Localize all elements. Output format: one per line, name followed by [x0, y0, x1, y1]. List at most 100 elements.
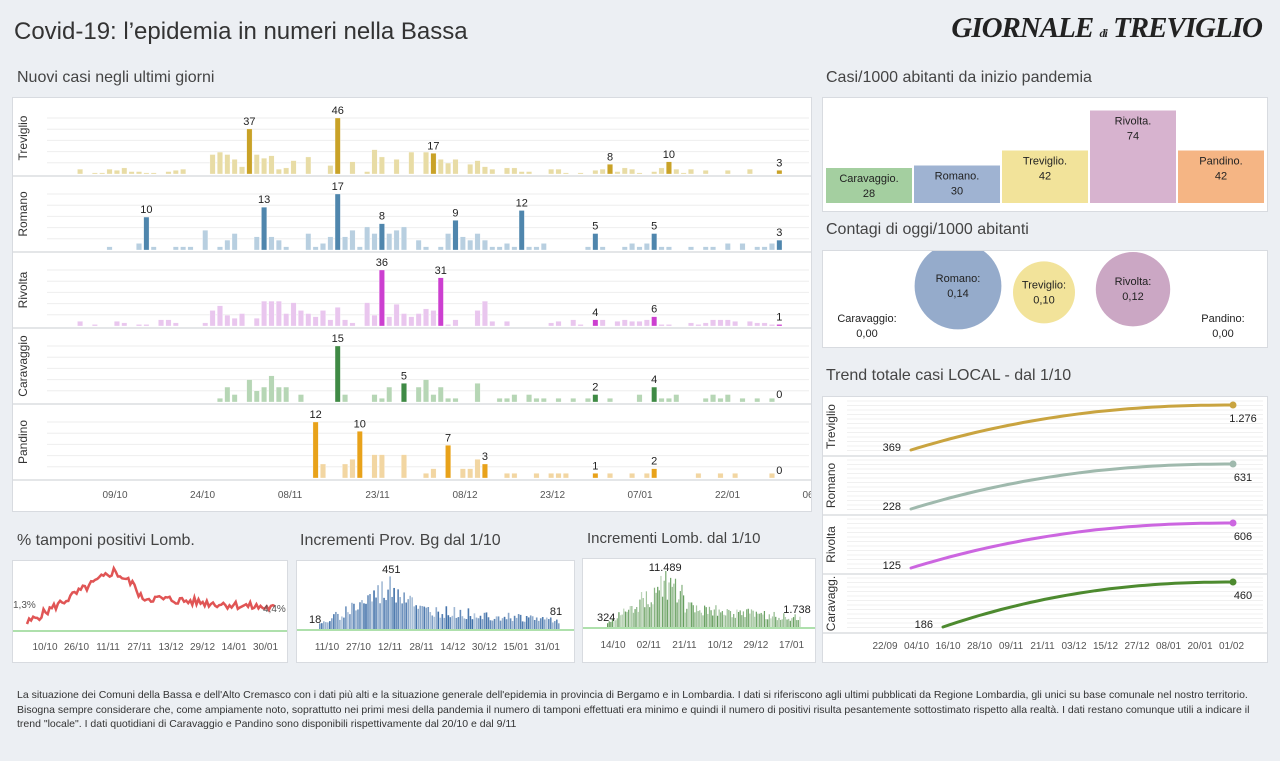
bar	[660, 575, 662, 627]
series-end-point	[1229, 519, 1237, 527]
bar	[776, 324, 783, 327]
bar	[695, 473, 702, 479]
bar	[495, 616, 498, 629]
bar	[752, 610, 754, 627]
bar	[767, 619, 769, 627]
bar	[775, 616, 777, 627]
bar	[794, 614, 796, 627]
lomb-chart: 324 11.489 1.738 14/10 02/11 21/11 10/12 29/12 1…	[582, 558, 816, 663]
bar	[136, 171, 142, 175]
bar	[721, 610, 723, 627]
bar	[415, 239, 422, 251]
bar	[180, 168, 186, 175]
x-tick-label: 08/01	[1156, 641, 1181, 652]
bar	[760, 612, 762, 627]
bar	[493, 618, 496, 629]
value-label: 0,00	[856, 328, 877, 340]
first-value-label: 1,3%	[13, 600, 36, 611]
bar	[474, 383, 481, 403]
bar	[364, 171, 370, 175]
bar	[202, 230, 209, 251]
bar	[172, 246, 179, 251]
bar	[377, 585, 379, 629]
bar	[710, 394, 716, 403]
peak-value-label: 11.489	[649, 562, 682, 574]
bar	[477, 618, 480, 629]
bar	[671, 586, 673, 627]
bar	[276, 386, 282, 403]
bar	[518, 171, 525, 175]
bar	[433, 616, 436, 629]
bar	[691, 602, 693, 627]
bar	[599, 168, 606, 175]
x-tick-label: 13/12	[158, 642, 183, 653]
bar	[431, 615, 434, 629]
bar	[231, 318, 238, 327]
bar	[737, 611, 740, 627]
data-label: 12	[516, 197, 528, 209]
x-tick-label: 11/10	[315, 642, 340, 653]
bar	[305, 233, 312, 251]
bar	[702, 615, 704, 627]
bar	[361, 600, 363, 629]
bar	[329, 621, 331, 629]
x-tick-label: 10/12	[708, 640, 733, 651]
bar	[349, 161, 356, 175]
bar	[371, 314, 378, 327]
category-label: Caravaggio:	[837, 313, 896, 325]
bar	[710, 246, 716, 251]
x-tick-label: 20/01	[1187, 641, 1212, 652]
bar	[283, 246, 290, 251]
bar	[511, 167, 518, 175]
bar	[327, 236, 334, 251]
bar	[239, 313, 245, 327]
bar	[688, 168, 694, 175]
bar	[553, 621, 556, 629]
bar	[636, 607, 638, 627]
bar	[686, 608, 688, 627]
bar	[770, 618, 772, 627]
bar	[663, 580, 665, 627]
bar	[592, 473, 599, 479]
bar	[717, 319, 724, 327]
bar	[463, 618, 466, 629]
series-line	[25, 564, 276, 625]
data-label: 17	[332, 181, 344, 193]
category-label: Rivolta.	[1115, 116, 1152, 128]
bar	[674, 578, 677, 627]
bar	[720, 612, 722, 627]
bar	[692, 605, 694, 627]
x-tick-label: 12/11	[378, 642, 403, 653]
bar	[379, 223, 385, 251]
bar	[725, 615, 727, 627]
bar	[387, 589, 389, 629]
bar	[518, 210, 525, 251]
bar	[321, 623, 323, 629]
data-label: 5	[401, 370, 407, 382]
bar	[644, 243, 650, 251]
bar	[425, 607, 428, 629]
footer-note: La situazione dei Comuni della Bassa e d…	[17, 689, 1250, 730]
bar	[702, 170, 709, 175]
bar	[349, 322, 356, 327]
data-label: 5	[651, 221, 657, 233]
bar	[452, 319, 459, 327]
bar	[312, 316, 319, 327]
bar	[467, 468, 474, 479]
bar	[655, 592, 657, 627]
series-line	[909, 521, 1235, 570]
bar	[746, 609, 748, 627]
bar	[383, 597, 385, 629]
bar	[437, 611, 440, 629]
bar	[521, 621, 524, 629]
x-tick-label: 08/12	[452, 490, 477, 501]
data-label: 2	[592, 382, 598, 394]
bar	[77, 321, 83, 327]
x-tick-label: 17/01	[779, 640, 804, 651]
bar	[537, 620, 540, 629]
bar	[658, 590, 660, 627]
bar	[489, 321, 496, 327]
bar	[658, 167, 665, 175]
positive-chart: 1,3% 4,4% 10/10 26/10 11/11 27/11 13/12 29/12 14…	[12, 560, 288, 663]
bar	[540, 243, 547, 251]
